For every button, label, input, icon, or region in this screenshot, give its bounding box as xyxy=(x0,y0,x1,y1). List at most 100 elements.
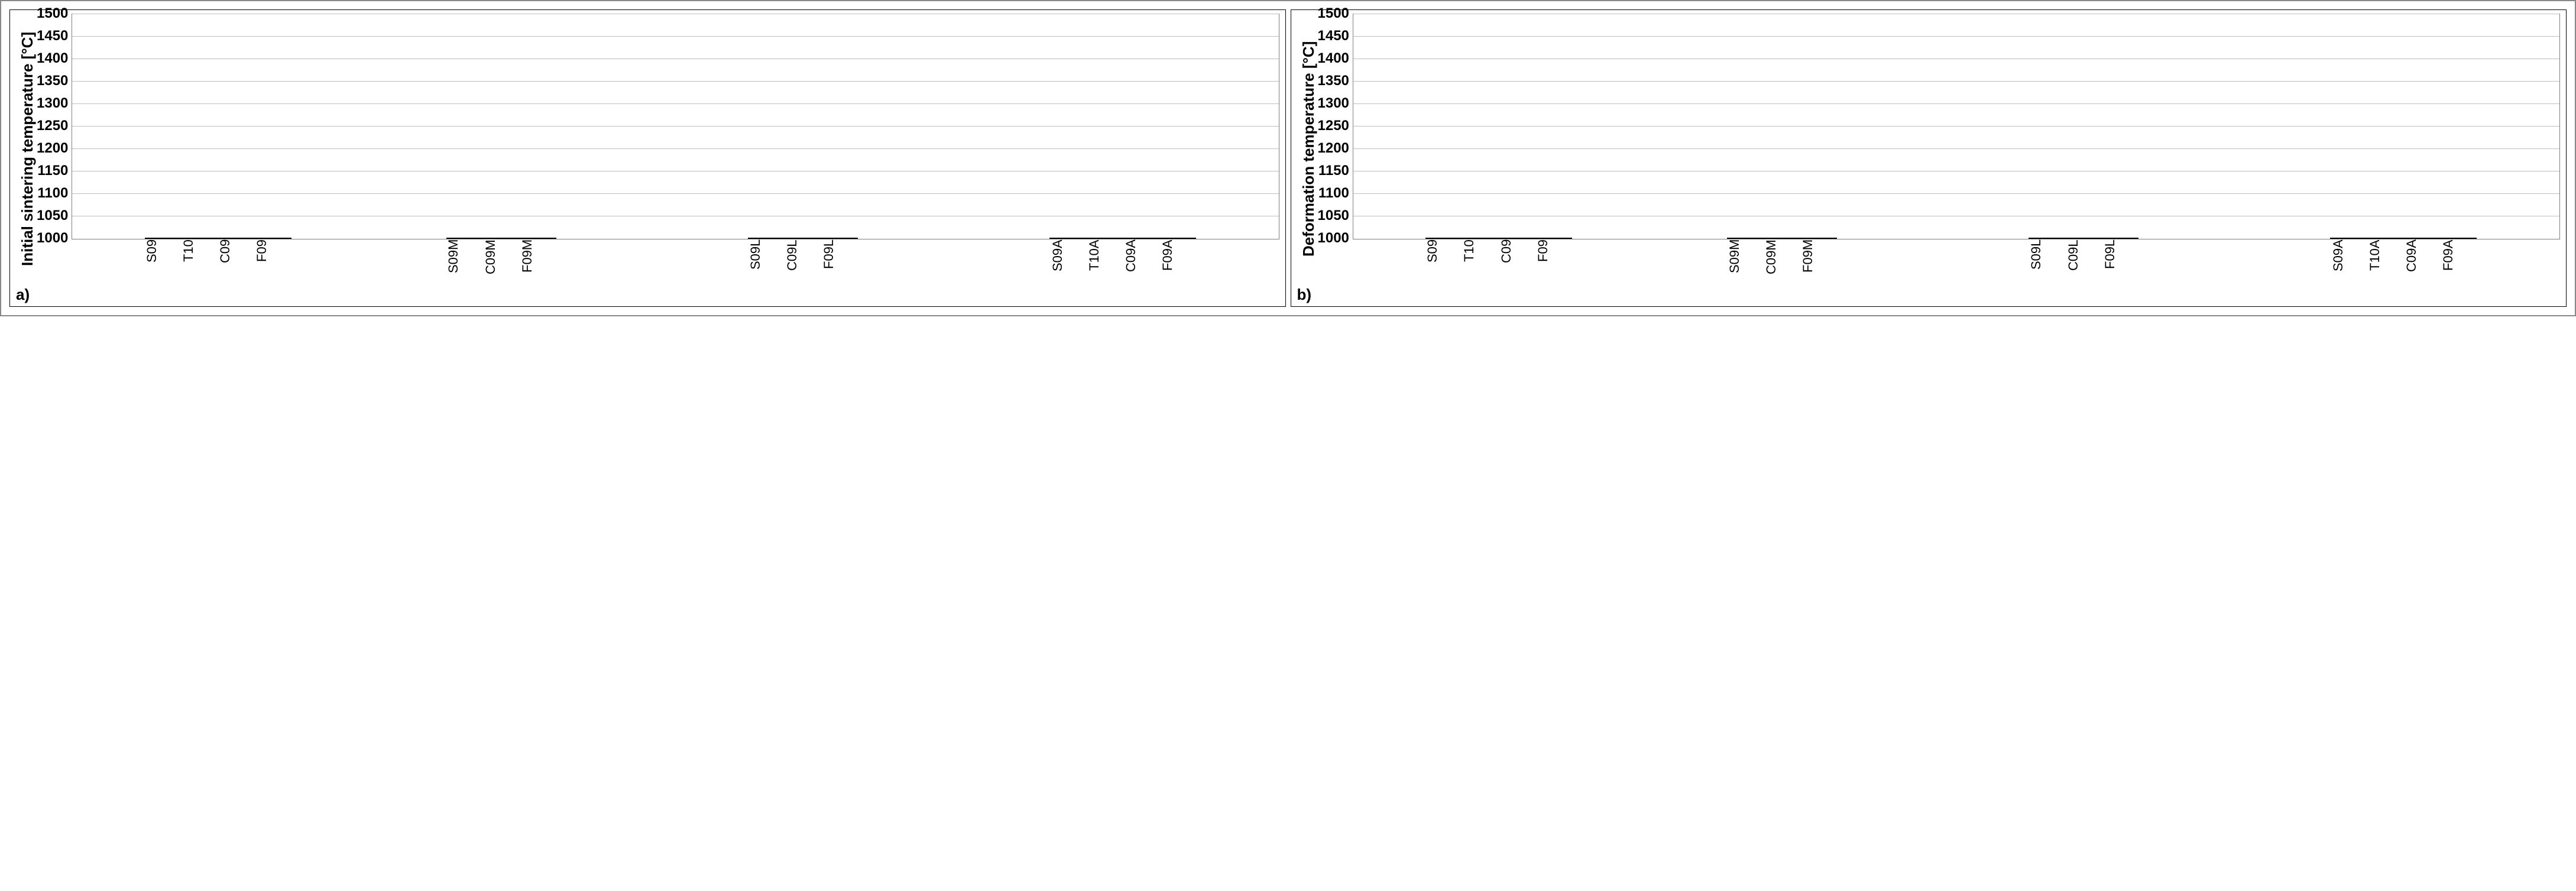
yaxis-b: 1000105011001150120012501300135014001450… xyxy=(1318,14,1353,238)
bar-S09A xyxy=(2330,238,2367,239)
xlabel-group: S09T10C09F09 xyxy=(72,239,374,284)
bar-T10A xyxy=(2367,238,2403,239)
ylabel-b: Deformation temperature [°C] xyxy=(1297,14,1318,284)
panel-a: Initial sintering temperature [°C] 10001… xyxy=(9,9,1286,307)
xlabel-S09A: S09A xyxy=(2331,239,2367,284)
xaxis-a: S09T10C09F09S09MC09MF09MS09LC09LF09LS09A… xyxy=(72,239,1279,284)
bar-T10A xyxy=(1086,238,1123,239)
xlabel-T10A: T10A xyxy=(2367,239,2404,284)
bar-F09L xyxy=(2102,238,2138,239)
bar-S09M xyxy=(1727,238,1764,239)
panel-b: Deformation temperature [°C] 10001050110… xyxy=(1291,9,2567,307)
bar-S09 xyxy=(1425,238,1462,239)
xlabel-F09M: F09M xyxy=(1800,239,1837,284)
xlabel-group: S09LC09LF09L xyxy=(1956,239,2259,284)
bar-F09 xyxy=(255,238,291,239)
xlabel-S09: S09 xyxy=(144,239,181,284)
xlabel-S09A: S09A xyxy=(1050,239,1087,284)
xlabel-C09: C09 xyxy=(1499,239,1535,284)
xlabel-C09A: C09A xyxy=(2404,239,2441,284)
yaxis-a: 1000105011001150120012501300135014001450… xyxy=(37,14,72,238)
xlabel-F09L: F09L xyxy=(821,239,858,284)
panel-a-tag: a) xyxy=(16,284,30,304)
bar-C09M xyxy=(483,238,520,239)
bar-T10 xyxy=(1462,238,1499,239)
bars-a xyxy=(72,14,1278,239)
xlabel-F09M: F09M xyxy=(520,239,556,284)
gridline xyxy=(1353,103,2559,104)
bar-F09 xyxy=(1535,238,1572,239)
xlabel-C09: C09 xyxy=(218,239,254,284)
bar-group xyxy=(72,238,374,239)
bar-C09 xyxy=(1499,238,1535,239)
plot-col-a: S09T10C09F09S09MC09MF09MS09LC09LF09LS09A… xyxy=(72,14,1279,284)
xlabel-F09A: F09A xyxy=(2441,239,2477,284)
gridline xyxy=(1353,81,2559,82)
ylabel-a: Initial sintering temperature [°C] xyxy=(16,14,37,284)
bar-S09L xyxy=(2029,238,2065,239)
xlabel-F09: F09 xyxy=(254,239,291,284)
xlabel-S09L: S09L xyxy=(748,239,785,284)
bar-group xyxy=(977,238,1278,239)
bar-group xyxy=(1956,238,2258,239)
chart-a-wrap: Initial sintering temperature [°C] 10001… xyxy=(16,14,1279,284)
xlabel-C09L: C09L xyxy=(2066,239,2102,284)
gridline xyxy=(72,36,1278,37)
xlabel-T10: T10 xyxy=(181,239,218,284)
xlabel-group: S09MC09MF09M xyxy=(1654,239,1956,284)
bar-C09M xyxy=(1764,238,1800,239)
xlabel-group: S09T10C09F09 xyxy=(1353,239,1655,284)
bar-S09 xyxy=(145,238,182,239)
bar-C09L xyxy=(785,238,821,239)
bar-F09L xyxy=(821,238,858,239)
xlabel-C09M: C09M xyxy=(483,239,520,284)
bar-T10 xyxy=(182,238,218,239)
panel-b-tag: b) xyxy=(1297,284,1312,304)
bar-S09A xyxy=(1049,238,1086,239)
bar-group xyxy=(1655,238,1956,239)
gridline xyxy=(72,103,1278,104)
panel-b-tag-wrap: b) xyxy=(1297,284,2561,304)
bar-C09A xyxy=(2403,238,2440,239)
xlabel-S09M: S09M xyxy=(446,239,482,284)
chart-b-wrap: Deformation temperature [°C] 10001050110… xyxy=(1297,14,2561,284)
xlabel-T10: T10 xyxy=(1462,239,1498,284)
gridline xyxy=(1353,193,2559,194)
xlabel-group: S09MC09MF09M xyxy=(374,239,676,284)
bar-S09M xyxy=(446,238,483,239)
xlabel-F09: F09 xyxy=(1535,239,1572,284)
plot-col-b: S09T10C09F09S09MC09MF09MS09LC09LF09LS09A… xyxy=(1353,14,2560,284)
panel-a-tag-wrap: a) xyxy=(16,284,1279,304)
bar-group xyxy=(2258,238,2559,239)
xlabel-C09L: C09L xyxy=(785,239,821,284)
gridline xyxy=(1353,148,2559,149)
xlabel-S09M: S09M xyxy=(1727,239,1764,284)
bar-C09L xyxy=(2065,238,2102,239)
bar-group xyxy=(1353,238,1655,239)
gridline xyxy=(1353,36,2559,37)
gridline xyxy=(72,81,1278,82)
plot-a xyxy=(72,14,1279,239)
bar-F09A xyxy=(2440,238,2477,239)
xlabel-S09: S09 xyxy=(1425,239,1462,284)
plot-b xyxy=(1353,14,2560,239)
bars-b xyxy=(1353,14,2559,239)
xlabel-F09L: F09L xyxy=(2102,239,2139,284)
xlabel-group: S09LC09LF09L xyxy=(675,239,977,284)
xaxis-b: S09T10C09F09S09MC09MF09MS09LC09LF09LS09A… xyxy=(1353,239,2560,284)
bar-group xyxy=(374,238,675,239)
gridline xyxy=(1353,126,2559,127)
bar-S09L xyxy=(748,238,785,239)
bar-F09A xyxy=(1159,238,1196,239)
bar-C09A xyxy=(1123,238,1159,239)
gridline xyxy=(72,148,1278,149)
bar-C09 xyxy=(218,238,255,239)
bar-group xyxy=(675,238,977,239)
xlabel-group: S09AT10AC09AF09A xyxy=(2258,239,2560,284)
gridline xyxy=(72,126,1278,127)
xlabel-S09L: S09L xyxy=(2029,239,2065,284)
xlabel-C09A: C09A xyxy=(1123,239,1160,284)
gridline xyxy=(72,193,1278,194)
xlabel-F09A: F09A xyxy=(1160,239,1197,284)
xlabel-C09M: C09M xyxy=(1764,239,1800,284)
